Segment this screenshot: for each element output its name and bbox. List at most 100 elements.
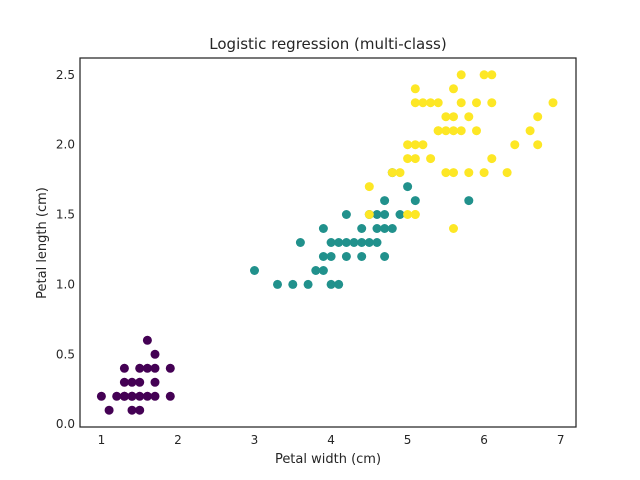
data-point <box>548 98 558 108</box>
data-point <box>456 98 466 108</box>
data-point <box>311 266 321 275</box>
data-point <box>165 391 175 401</box>
y-tick-label: 1.5 <box>56 208 75 222</box>
data-point <box>479 168 489 178</box>
data-point <box>410 140 420 150</box>
y-tick-label: 2.5 <box>56 68 75 82</box>
data-point <box>135 377 145 387</box>
data-point <box>150 363 160 373</box>
data-point <box>96 391 106 401</box>
data-point <box>364 210 374 219</box>
data-point <box>127 405 137 415</box>
data-point <box>341 210 351 219</box>
data-point <box>472 98 481 108</box>
y-axis-ticks: 0.0 0.5 1.0 1.5 2.0 2.5 <box>56 68 75 431</box>
y-tick-label: 0.5 <box>56 347 75 361</box>
y-tick-label: 2.0 <box>56 138 75 152</box>
data-point <box>464 112 474 122</box>
data-point <box>142 391 152 401</box>
data-point <box>250 266 259 275</box>
data-point <box>112 391 122 401</box>
x-tick-label: 4 <box>327 433 335 447</box>
data-point <box>142 335 152 345</box>
data-point <box>487 70 497 80</box>
data-points <box>96 70 558 415</box>
x-tick-label: 7 <box>557 433 565 447</box>
data-point <box>380 252 390 261</box>
data-point <box>441 112 451 122</box>
data-point <box>410 154 420 164</box>
data-point <box>380 196 390 206</box>
data-point <box>418 98 428 108</box>
data-point <box>150 391 160 401</box>
data-point <box>165 363 175 373</box>
data-point <box>380 224 390 233</box>
x-tick-label: 3 <box>251 433 259 447</box>
data-point <box>426 154 436 164</box>
data-point <box>104 405 114 415</box>
data-point <box>326 238 336 247</box>
data-point <box>403 210 413 219</box>
y-tick-label: 0.0 <box>56 417 75 431</box>
data-point <box>418 140 428 150</box>
x-tick-label: 1 <box>98 433 106 447</box>
data-point <box>426 98 436 108</box>
data-point <box>464 196 474 206</box>
data-point <box>372 210 382 219</box>
data-point <box>326 252 336 261</box>
data-point <box>318 252 328 261</box>
plot-frame <box>79 57 577 428</box>
data-point <box>410 98 420 108</box>
data-point <box>364 182 374 192</box>
data-point <box>341 238 351 247</box>
data-point <box>119 363 129 373</box>
data-point <box>341 252 351 261</box>
y-tick-label: 1.0 <box>56 277 75 291</box>
data-point <box>295 238 305 247</box>
x-tick-label: 5 <box>404 433 412 447</box>
data-point <box>410 84 420 94</box>
data-point <box>456 70 466 80</box>
data-point <box>441 126 451 136</box>
data-point <box>510 140 520 150</box>
data-point <box>403 154 413 164</box>
data-point <box>119 391 129 401</box>
data-point <box>135 363 145 373</box>
data-point <box>318 224 328 233</box>
data-point <box>479 70 489 80</box>
data-point <box>387 168 397 178</box>
data-point <box>395 168 405 178</box>
data-point <box>142 363 152 373</box>
x-tick-label: 6 <box>480 433 488 447</box>
data-point <box>135 405 145 415</box>
data-point <box>150 349 160 359</box>
chart-title: Logistic regression (multi-class) <box>209 35 446 53</box>
data-point <box>357 238 367 247</box>
data-point <box>449 126 458 136</box>
data-point <box>380 210 390 219</box>
data-point <box>135 391 145 401</box>
data-point <box>326 279 336 289</box>
data-point <box>273 279 282 289</box>
data-point <box>410 210 420 219</box>
data-point <box>127 377 137 387</box>
data-point <box>334 279 344 289</box>
data-point <box>372 238 382 247</box>
data-point <box>349 238 359 247</box>
data-point <box>525 126 535 136</box>
data-point <box>472 126 481 136</box>
data-point <box>502 168 512 178</box>
data-point <box>456 126 466 136</box>
data-point <box>449 84 458 94</box>
data-point <box>449 112 458 122</box>
x-axis-label: Petal width (cm) <box>275 452 381 467</box>
data-point <box>127 391 137 401</box>
data-point <box>487 154 497 164</box>
data-point <box>288 279 298 289</box>
data-point <box>487 98 497 108</box>
data-point <box>464 168 474 178</box>
data-point <box>403 140 413 150</box>
data-point <box>334 238 344 247</box>
data-point <box>441 168 451 178</box>
data-point <box>387 224 397 233</box>
